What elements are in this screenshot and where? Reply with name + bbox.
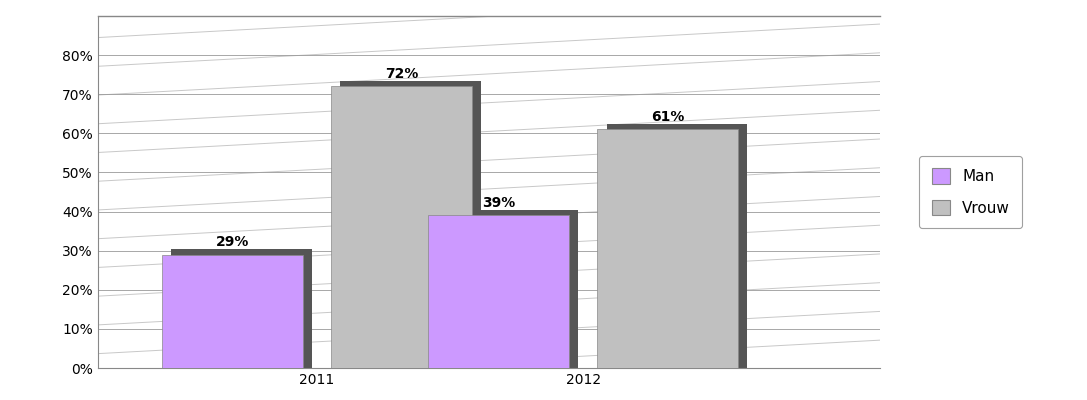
- Text: 39%: 39%: [482, 196, 515, 210]
- Text: 61%: 61%: [651, 110, 685, 124]
- Bar: [172, 249, 312, 368]
- Legend: Man, Vrouw: Man, Vrouw: [920, 156, 1022, 228]
- Bar: [437, 210, 578, 368]
- Bar: [607, 124, 748, 368]
- Bar: [428, 216, 569, 368]
- Bar: [332, 86, 472, 368]
- Bar: [340, 80, 482, 368]
- Text: 29%: 29%: [215, 235, 249, 249]
- Text: 72%: 72%: [385, 66, 418, 80]
- Bar: [597, 130, 738, 368]
- Bar: [162, 254, 303, 368]
